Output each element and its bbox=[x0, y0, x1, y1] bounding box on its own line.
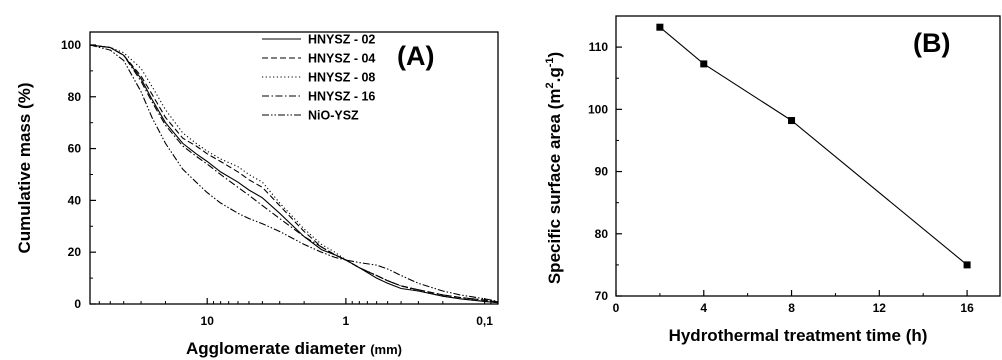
series-line-hnysz-02 bbox=[89, 44, 499, 304]
panel-a-y-tick-label: 100 bbox=[61, 38, 81, 52]
panel-b-y-tick-label: 80 bbox=[595, 227, 609, 241]
panel-a-x-tick-label: 1 bbox=[343, 314, 350, 328]
panel-b-axis-ticks: 0 4 8 12 16 70 80 90 100 110 bbox=[588, 15, 974, 315]
panel-b-y-tick-label: 110 bbox=[589, 40, 609, 54]
panel-a-y-axis-title: Cumulative mass (%) bbox=[15, 83, 34, 254]
legend-label: HNYSZ - 02 bbox=[308, 33, 375, 47]
panel-a-x-tick-label: 10 bbox=[201, 314, 215, 328]
panel-b-y-tick-label: 100 bbox=[588, 102, 608, 116]
panel-a-y-tick-label: 80 bbox=[68, 90, 82, 104]
panel-b-x-tick-label: 16 bbox=[960, 301, 974, 315]
data-point-marker bbox=[788, 117, 796, 125]
legend-label: NiO-YSZ bbox=[308, 109, 359, 123]
panel-a-plot-frame bbox=[89, 31, 499, 305]
panel-a-y-tick-label: 0 bbox=[74, 297, 81, 311]
legend-label: HNYSZ - 08 bbox=[308, 71, 375, 85]
series-line-hnysz-04 bbox=[89, 44, 499, 303]
panel-b-x-tick-label: 12 bbox=[873, 301, 887, 315]
panel-b-y-tick-label: 70 bbox=[595, 289, 609, 303]
panel-a-y-tick-label: 40 bbox=[68, 193, 82, 207]
panel-a-label: (A) bbox=[397, 41, 434, 71]
panel-a-x-axis-title: Agglomerate diameter (mm) bbox=[186, 339, 402, 358]
series-line-nio-ysz bbox=[89, 44, 499, 302]
panel-b-x-tick-label: 8 bbox=[788, 301, 795, 315]
panel-b-x-tick-label: 4 bbox=[700, 301, 707, 315]
series-line-hnysz-08 bbox=[89, 44, 499, 304]
panel-a-x-tick-label: 0,1 bbox=[476, 314, 493, 328]
panel-a-legend: HNYSZ - 02 HNYSZ - 04 HNYSZ - 08 HNYSZ - 16… bbox=[262, 33, 375, 123]
panel-a-axis-ticks: 10 1 0,1 0 20 40 60 80 100 bbox=[61, 38, 493, 328]
panel-b-label: (B) bbox=[913, 28, 950, 58]
panel-b-series bbox=[656, 23, 971, 269]
panel-b-y-tick-label: 90 bbox=[595, 165, 609, 179]
panel-b-y-axis-title: Specific surface area (m2.g-1) bbox=[544, 52, 564, 284]
legend-label: HNYSZ - 04 bbox=[308, 52, 375, 66]
data-point-marker bbox=[963, 261, 971, 269]
data-point-marker bbox=[700, 60, 708, 68]
data-point-marker bbox=[656, 23, 664, 31]
panel-a-y-tick-label: 20 bbox=[68, 245, 82, 259]
panel-b-x-axis-title: Hydrothermal treatment time (h) bbox=[669, 326, 928, 345]
panel-a-y-tick-label: 60 bbox=[68, 142, 82, 156]
panel-b-x-tick-label: 0 bbox=[613, 301, 620, 315]
chart-panel-b: 0 4 8 12 16 70 80 90 100 110 (B) Hydrothermal tre… bbox=[544, 15, 1001, 345]
surface-area-line bbox=[659, 26, 968, 266]
legend-label: HNYSZ - 16 bbox=[308, 90, 375, 104]
series-line-hnysz-16 bbox=[89, 44, 499, 303]
panel-a-series bbox=[89, 44, 499, 304]
panel-b-plot-frame bbox=[615, 15, 1001, 297]
